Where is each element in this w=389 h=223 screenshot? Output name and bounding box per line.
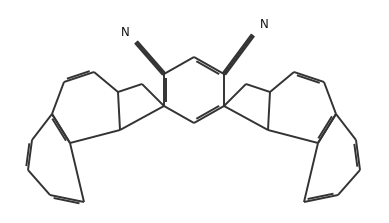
Text: N: N — [259, 17, 268, 31]
Text: N: N — [121, 25, 130, 39]
